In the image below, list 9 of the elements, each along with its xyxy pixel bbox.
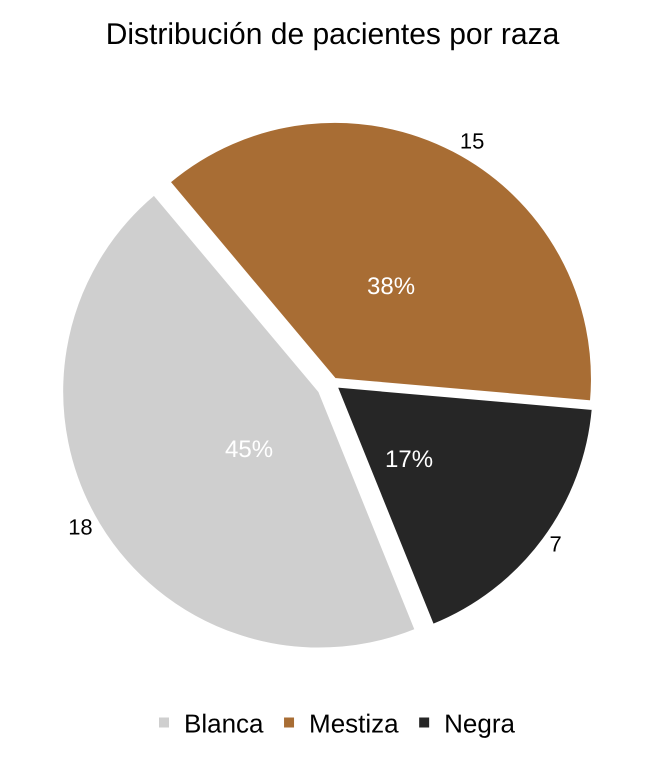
text: 17% <box>385 446 434 473</box>
data-label: 7 <box>550 531 562 556</box>
legend-label: Negra <box>444 708 516 739</box>
chart-title: Distribución de pacientes por raza <box>106 18 560 52</box>
text: 38% <box>367 273 416 300</box>
data-label: 15 <box>460 128 484 154</box>
legend-label: Blanca <box>184 708 264 739</box>
legend-label: Mestiza <box>309 708 400 739</box>
data-label: 18 <box>68 514 93 540</box>
